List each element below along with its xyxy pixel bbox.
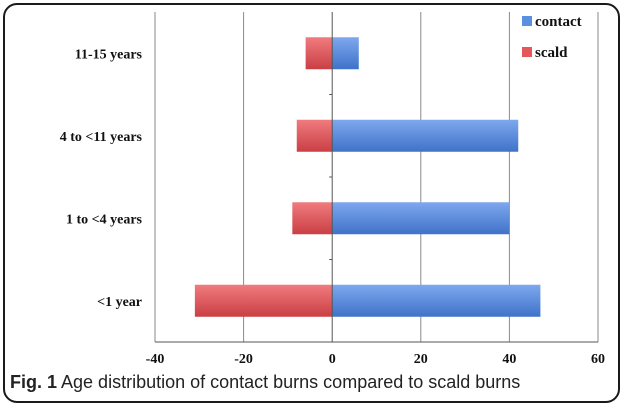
category-label: <1 year [97, 295, 142, 310]
scald-bar [194, 284, 333, 317]
legend-label: scald [535, 45, 568, 61]
figure-caption-text: Age distribution of contact burns compar… [61, 372, 521, 392]
legend: contact scald [522, 14, 582, 61]
scald-bar [305, 37, 333, 70]
category-label: 1 to <4 years [66, 212, 143, 227]
contact-bar [332, 119, 519, 152]
figure-caption: Fig. 1 Age distribution of contact burns… [10, 372, 520, 393]
x-tick-label: 60 [591, 352, 605, 367]
category-label: 4 to <11 years [60, 130, 143, 145]
category-label: 11-15 years [75, 47, 143, 62]
labels: 11-15 years 4 to <11 years 1 to <4 years <1… [60, 47, 605, 367]
axes [155, 12, 598, 343]
x-tick-label: -40 [146, 352, 165, 367]
scald-legend-swatch [522, 47, 532, 57]
x-tick-label: 0 [329, 352, 336, 367]
figure-caption-label: Fig. 1 [10, 372, 58, 392]
contact-legend-swatch [522, 16, 532, 26]
x-tick-label: -20 [234, 352, 253, 367]
bars [194, 37, 541, 317]
x-tick-label: 20 [414, 352, 428, 367]
contact-bar [332, 284, 541, 317]
contact-bar [332, 202, 510, 235]
contact-bar [332, 37, 359, 70]
x-tick-label: 40 [502, 352, 516, 367]
scald-bar [292, 202, 333, 235]
legend-label: contact [535, 14, 582, 30]
scald-bar [296, 119, 333, 152]
